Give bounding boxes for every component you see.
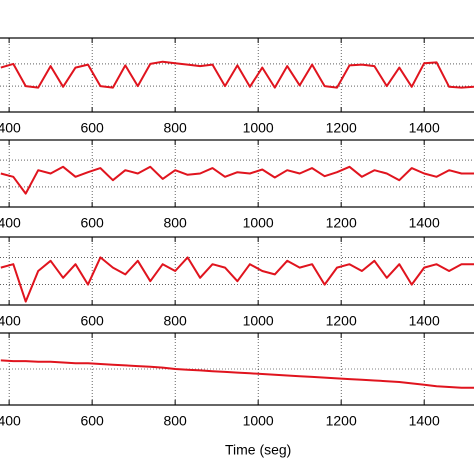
x-tick-label: 1200	[326, 413, 357, 429]
x-axis-label: Time (seg)	[225, 442, 291, 458]
data-line	[0, 359, 474, 389]
x-tick-label: 1400	[409, 413, 440, 429]
x-tick-label: 800	[163, 120, 187, 136]
x-tick-label: 1000	[243, 215, 274, 231]
x-tick-label: 1400	[409, 215, 440, 231]
x-tick-label: 1200	[326, 313, 357, 329]
plot-frame	[0, 139, 474, 208]
x-tick-label: 600	[80, 413, 104, 429]
plot-frame	[0, 37, 474, 113]
x-tick-label: 400	[0, 313, 21, 329]
data-line	[0, 60, 474, 89]
x-tick-label: 600	[80, 313, 104, 329]
x-tick-label: 1400	[409, 313, 440, 329]
x-tick-label: 1200	[326, 120, 357, 136]
x-tick-label: 800	[163, 413, 187, 429]
x-tick-label: 400	[0, 120, 21, 136]
x-tick-label: 800	[163, 215, 187, 231]
x-tick-label: 800	[163, 313, 187, 329]
x-tick-label: 600	[80, 215, 104, 231]
x-tick-label: 1400	[409, 120, 440, 136]
x-tick-label: 400	[0, 413, 21, 429]
x-tick-label: 400	[0, 215, 21, 231]
x-tick-label: 1000	[243, 413, 274, 429]
x-tick-label: 1000	[243, 313, 274, 329]
data-line	[0, 256, 474, 303]
x-tick-label: 1000	[243, 120, 274, 136]
data-line	[0, 165, 474, 195]
plot-frame	[0, 236, 474, 306]
x-tick-label: 600	[80, 120, 104, 136]
x-tick-label: 1200	[326, 215, 357, 231]
plot-frame	[0, 332, 474, 406]
